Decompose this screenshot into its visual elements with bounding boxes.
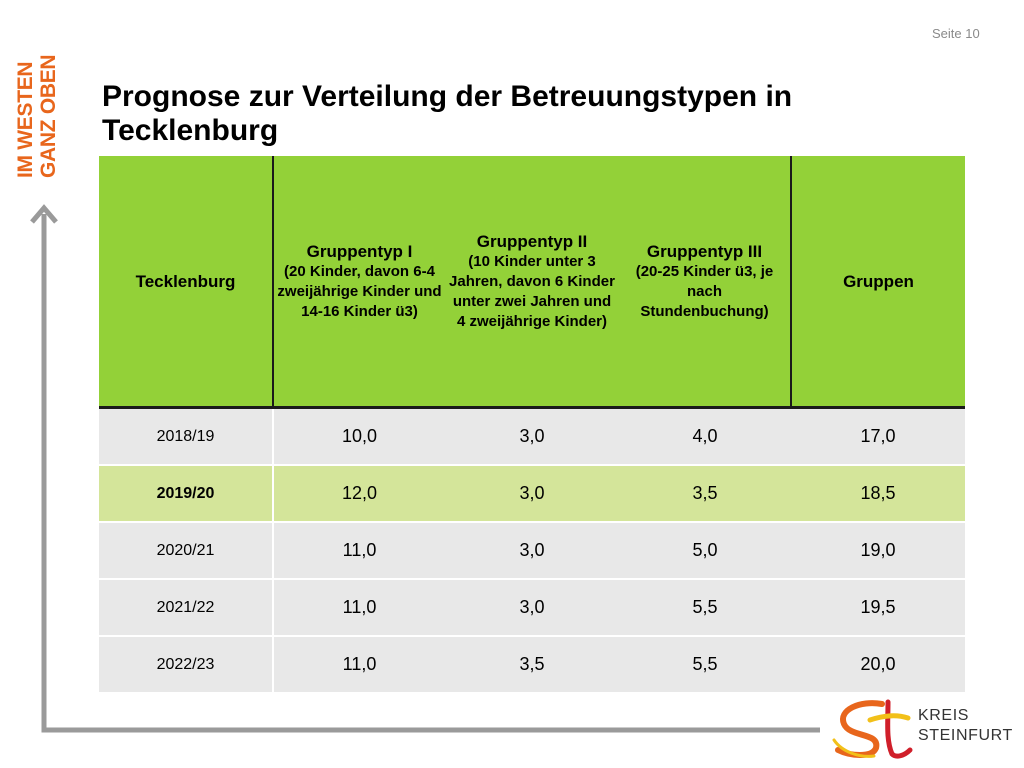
table-row: 2018/19 10,0 3,0 4,0 17,0	[99, 406, 965, 465]
header-group-type-2-desc: (10 Kinder unter 3 Jahren, davon 6 Kinde…	[449, 252, 615, 330]
cell-group-type-2: 3,0	[445, 578, 619, 636]
cell-year: 2021/22	[99, 578, 274, 636]
table-header-row: Tecklenburg Gruppentyp I (20 Kinder, dav…	[99, 156, 965, 409]
cell-groups-total: 19,0	[791, 521, 965, 579]
table-row: 2020/21 11,0 3,0 5,0 19,0	[99, 521, 965, 579]
cell-group-type-3: 5,5	[619, 635, 791, 692]
header-group-type-2: Gruppentyp II (10 Kinder unter 3 Jahren,…	[445, 156, 619, 409]
cell-groups-total: 18,5	[791, 464, 965, 522]
cell-group-type-3: 4,0	[619, 406, 791, 465]
cell-group-type-1: 11,0	[273, 635, 445, 692]
table-row: 2021/22 11,0 3,0 5,5 19,5	[99, 578, 965, 636]
logo-wordmark-line-1: KREIS	[918, 707, 970, 724]
cell-group-type-3: 5,5	[619, 578, 791, 636]
header-group-type-3-desc: (20-25 Kinder ü3, je nach Stundenbuchung…	[635, 262, 774, 320]
cell-year: 2018/19	[99, 406, 274, 465]
header-groups-total: Gruppen	[791, 156, 965, 409]
kreis-steinfurt-logo-icon	[832, 699, 913, 759]
table-row: 2022/23 11,0 3,5 5,5 20,0	[99, 635, 965, 692]
table-row: 2019/20 12,0 3,0 3,5 18,5	[99, 464, 965, 522]
header-group-type-3: Gruppentyp III (20-25 Kinder ü3, je nach…	[619, 156, 792, 409]
cell-group-type-3: 5,0	[619, 521, 791, 579]
cell-group-type-3: 3,5	[619, 464, 791, 522]
header-group-type-3-title: Gruppentyp III	[646, 241, 763, 261]
logo-wordmark-line-2: STEINFURT	[918, 727, 1013, 744]
header-group-type-2-title: Gruppentyp II	[476, 231, 588, 251]
header-groups-total-label: Gruppen	[843, 271, 914, 291]
logo-wordmark: KREIS STEINFURT	[918, 706, 1013, 746]
cell-group-type-2: 3,0	[445, 521, 619, 579]
cell-group-type-1: 11,0	[273, 578, 445, 636]
cell-group-type-1: 10,0	[273, 406, 445, 465]
cell-groups-total: 20,0	[791, 635, 965, 692]
header-group-type-1-title: Gruppentyp I	[306, 241, 413, 261]
cell-group-type-2: 3,0	[445, 464, 619, 522]
header-group-type-1: Gruppentyp I (20 Kinder, davon 6-4 zweij…	[273, 156, 445, 409]
page-title: Prognose zur Verteilung der Betreuungsty…	[102, 80, 793, 147]
cell-groups-total: 19,5	[791, 578, 965, 636]
cell-group-type-2: 3,5	[445, 635, 619, 692]
cell-group-type-1: 11,0	[273, 521, 445, 579]
cell-year: 2019/20	[99, 464, 274, 522]
cell-groups-total: 17,0	[791, 406, 965, 465]
cell-year: 2022/23	[99, 635, 274, 692]
header-municipality-label: Tecklenburg	[135, 271, 236, 291]
forecast-table: Tecklenburg Gruppentyp I (20 Kinder, dav…	[99, 156, 965, 692]
header-municipality: Tecklenburg	[99, 156, 274, 409]
cell-group-type-2: 3,0	[445, 406, 619, 465]
cell-group-type-1: 12,0	[273, 464, 445, 522]
page-number: Seite 10	[932, 26, 980, 41]
header-group-type-1-desc: (20 Kinder, davon 6-4 zweijährige Kinder…	[277, 262, 442, 320]
cell-year: 2020/21	[99, 521, 274, 579]
